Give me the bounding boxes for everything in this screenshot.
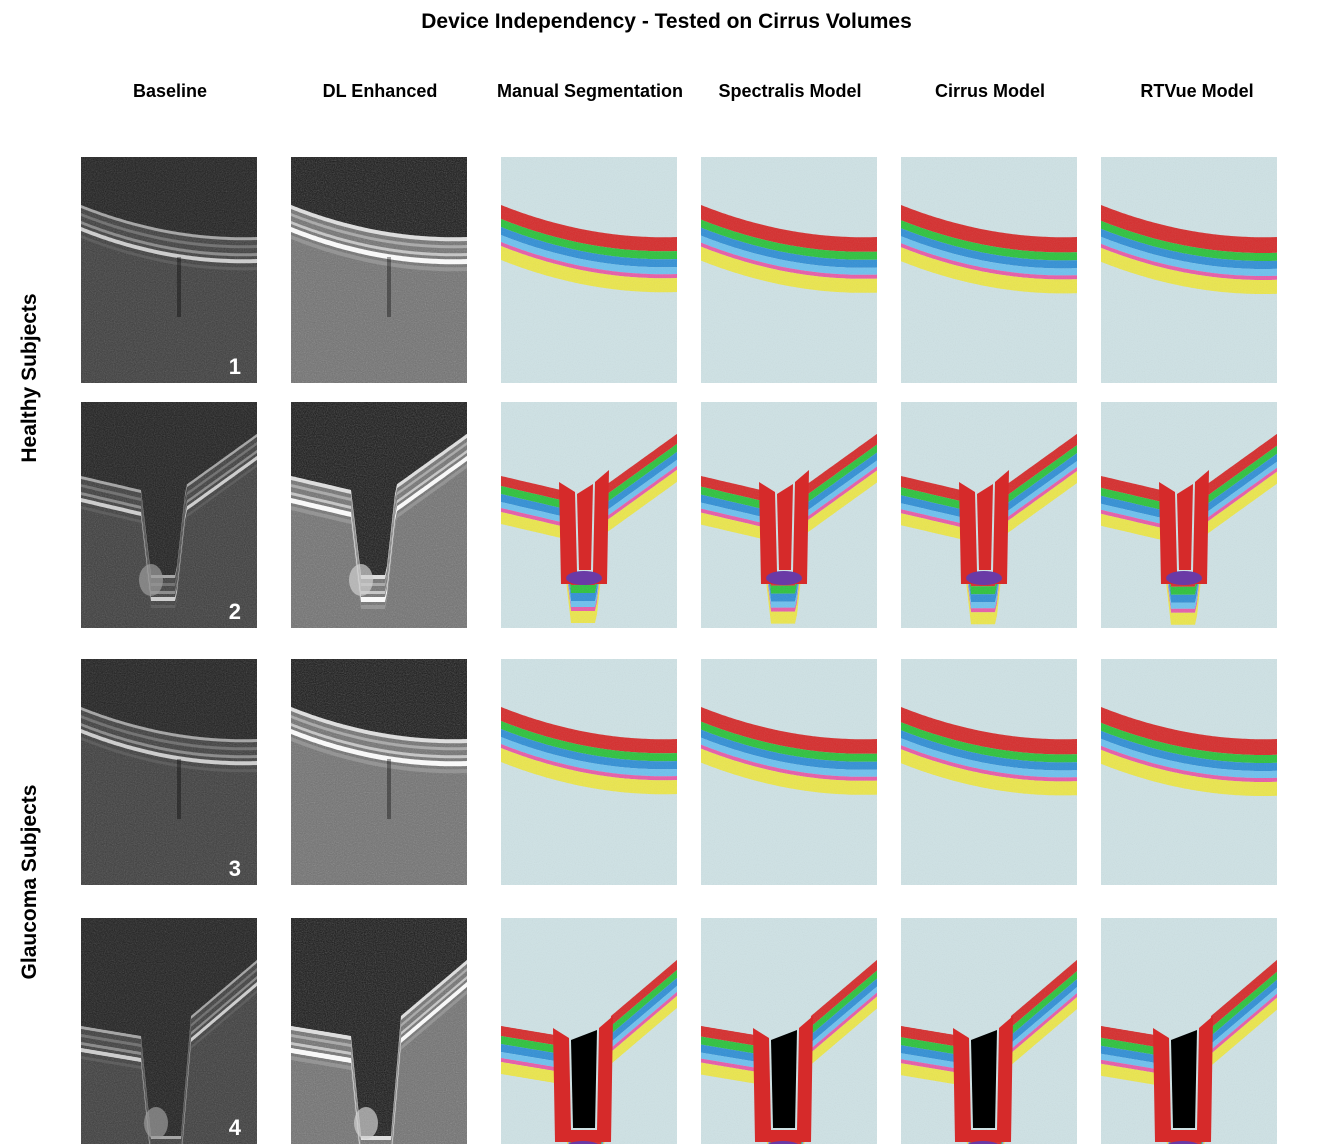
- oct-scan: [901, 157, 1077, 383]
- column-header: Manual Segmentation: [496, 81, 684, 101]
- oct-scan: [81, 918, 257, 1144]
- segmentation-image: [901, 157, 1077, 383]
- segmentation-image: [901, 918, 1077, 1144]
- segmentation-image: [501, 402, 677, 628]
- oct-scan: [291, 659, 467, 885]
- baseline-image: 1: [81, 157, 257, 383]
- oct-scan: [1101, 659, 1277, 885]
- dl-enhanced-image: [291, 659, 467, 885]
- column-header: Baseline: [132, 81, 208, 101]
- oct-scan: [701, 402, 877, 628]
- segmentation-image: [901, 402, 1077, 628]
- oct-scan: [701, 918, 877, 1144]
- oct-scan: [501, 157, 677, 383]
- baseline-image: 2: [81, 402, 257, 628]
- segmentation-image: [701, 157, 877, 383]
- subject-number: 1: [228, 354, 241, 379]
- dl-enhanced-image: [291, 402, 467, 628]
- oct-scan: [291, 402, 467, 628]
- subject-number: 4: [228, 1115, 241, 1140]
- segmentation-image: [501, 918, 677, 1144]
- dl-enhanced-image: [291, 157, 467, 383]
- oct-scan: [1101, 157, 1277, 383]
- oct-scan: [81, 157, 257, 383]
- oct-scan: [501, 402, 677, 628]
- oct-scan: [291, 918, 467, 1144]
- segmentation-image: [501, 157, 677, 383]
- segmentation-image: [501, 659, 677, 885]
- figure-title: Device Independency - Tested on Cirrus V…: [421, 10, 912, 33]
- column-header: Spectralis Model: [718, 81, 862, 101]
- segmentation-image: [1101, 918, 1277, 1144]
- column-header: Cirrus Model: [934, 81, 1045, 101]
- dl-enhanced-image: [291, 918, 467, 1144]
- subject-number: 2: [228, 599, 241, 624]
- column-header: RTVue Model: [1140, 81, 1254, 101]
- segmentation-image: [1101, 659, 1277, 885]
- oct-scan: [701, 659, 877, 885]
- row-group-label: Glaucoma Subjects: [18, 784, 41, 980]
- segmentation-image: [701, 918, 877, 1144]
- oct-scan: [501, 659, 677, 885]
- oct-scan: [901, 659, 1077, 885]
- subject-number: 3: [228, 856, 241, 881]
- oct-scan: [81, 402, 257, 628]
- row-group-label: Healthy Subjects: [18, 293, 41, 463]
- oct-scan: [901, 918, 1077, 1144]
- oct-scan: [291, 157, 467, 383]
- baseline-image: 3: [81, 659, 257, 885]
- oct-scan: [901, 402, 1077, 628]
- oct-scan: [1101, 402, 1277, 628]
- segmentation-image: [901, 659, 1077, 885]
- column-header: DL Enhanced: [322, 81, 438, 101]
- segmentation-image: [701, 402, 877, 628]
- segmentation-image: [701, 659, 877, 885]
- oct-scan: [501, 918, 677, 1144]
- oct-scan: [701, 157, 877, 383]
- segmentation-image: [1101, 157, 1277, 383]
- oct-scan: [81, 659, 257, 885]
- segmentation-image: [1101, 402, 1277, 628]
- oct-scan: [1101, 918, 1277, 1144]
- baseline-image: 4: [81, 918, 257, 1144]
